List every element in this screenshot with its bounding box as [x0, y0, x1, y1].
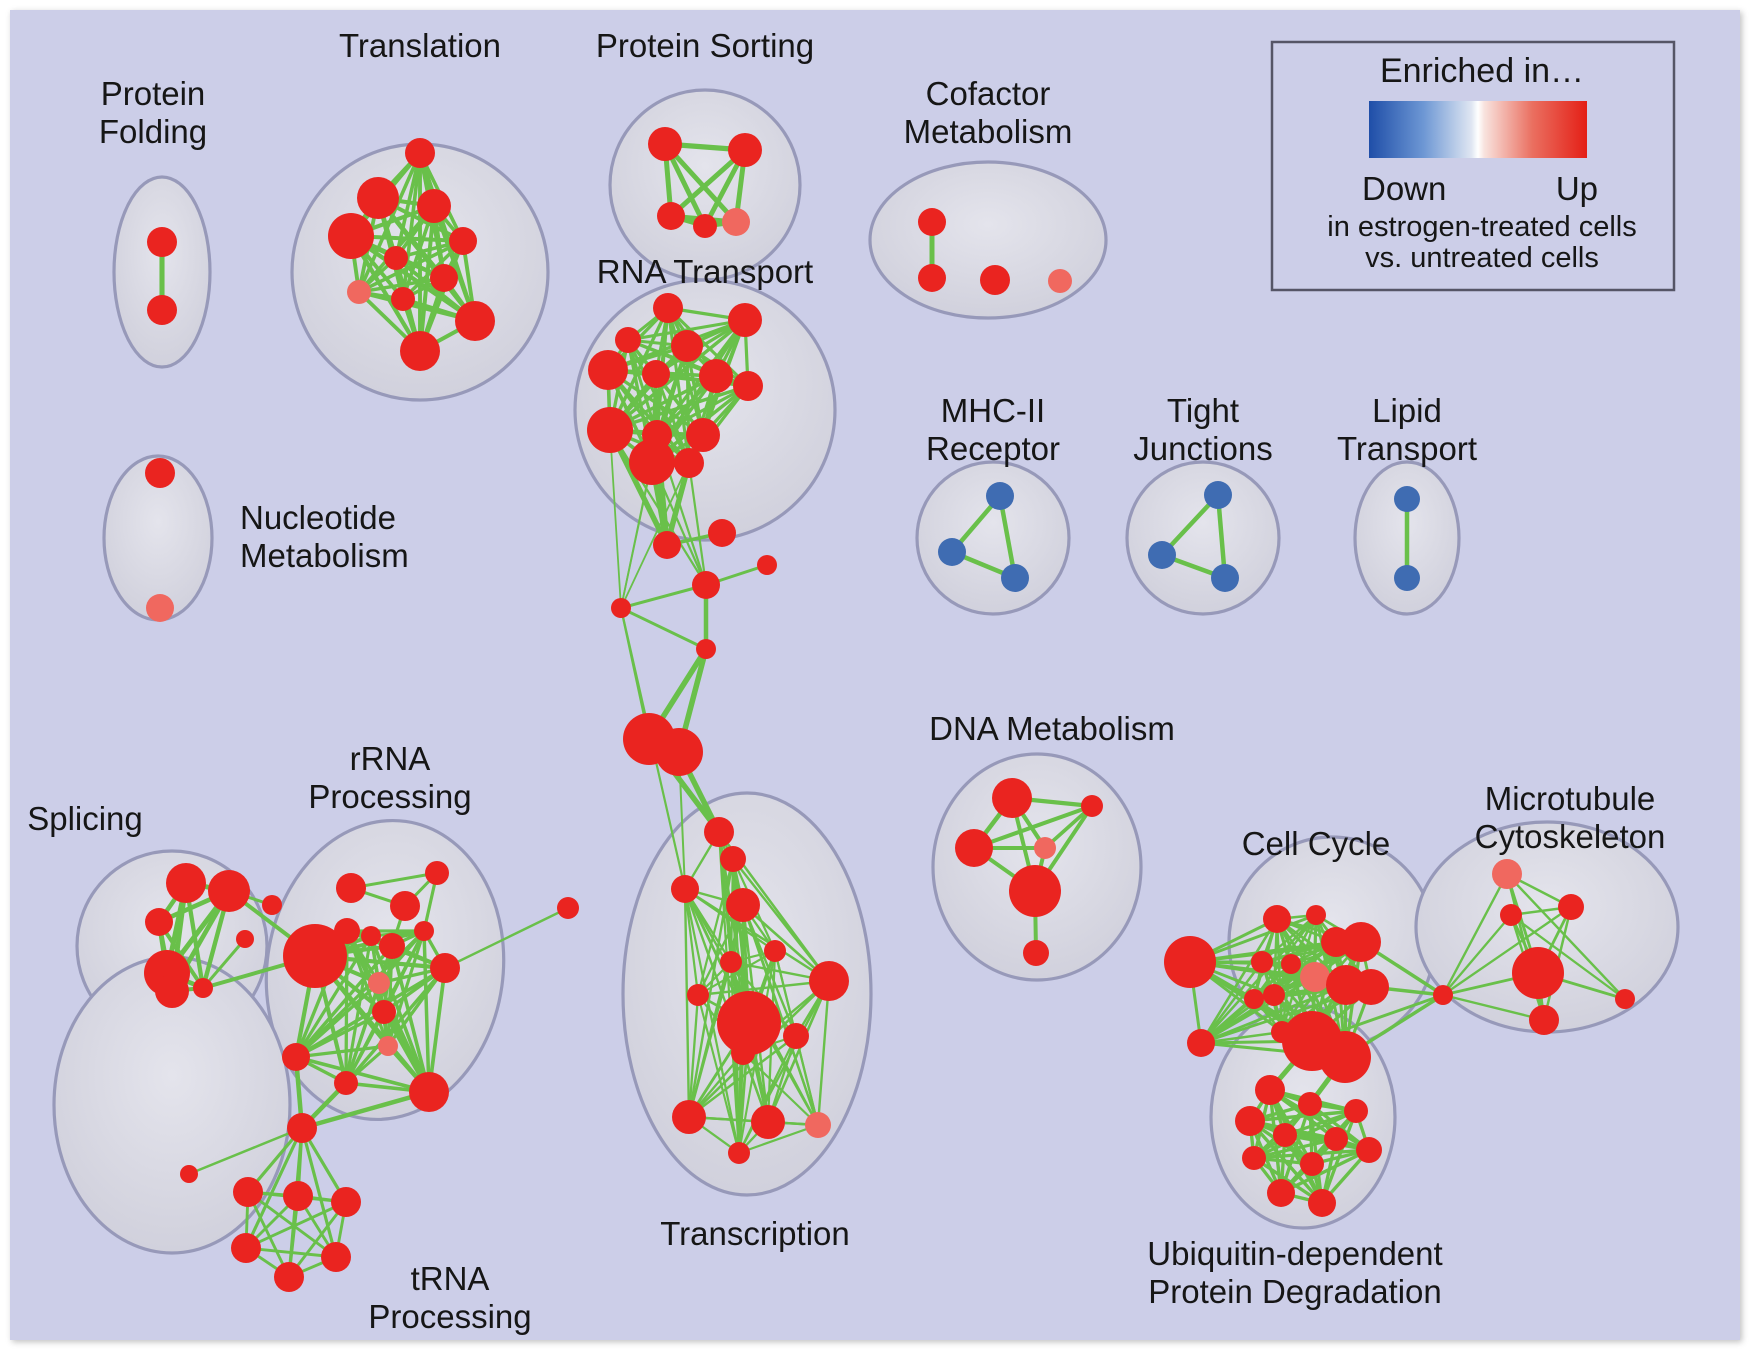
svg-text:Splicing: Splicing — [27, 800, 143, 837]
svg-text:RNA Transport: RNA Transport — [597, 253, 813, 290]
svg-text:Protein Sorting: Protein Sorting — [596, 27, 814, 64]
svg-text:Down: Down — [1362, 170, 1446, 207]
svg-text:in estrogen-treated cells: in estrogen-treated cells — [1327, 211, 1637, 243]
svg-text:DNA Metabolism: DNA Metabolism — [929, 710, 1175, 747]
svg-text:Translation: Translation — [339, 27, 501, 64]
svg-text:Enriched in…: Enriched in… — [1380, 52, 1584, 90]
svg-text:Cell Cycle: Cell Cycle — [1242, 825, 1391, 862]
svg-text:Up: Up — [1556, 170, 1598, 207]
svg-text:vs. untreated cells: vs. untreated cells — [1365, 242, 1599, 274]
svg-text:Transcription: Transcription — [660, 1215, 850, 1252]
